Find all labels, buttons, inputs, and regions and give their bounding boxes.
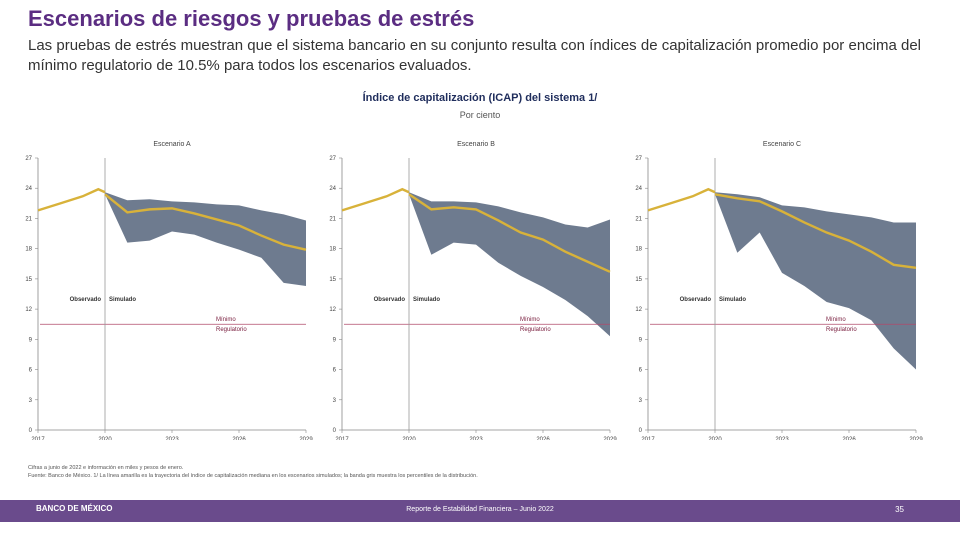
y-tick-label: 27 [635, 156, 642, 162]
panel-title: Escenario C [763, 141, 801, 148]
y-tick-label: 9 [333, 337, 337, 343]
median-line [104, 193, 307, 251]
y-tick-label: 24 [635, 186, 642, 192]
simulated-label: Simulado [109, 297, 136, 303]
simulation-band [105, 192, 306, 286]
y-tick-label: 15 [635, 277, 642, 283]
chart-panel-2: Escenario B 0 3 6 9 12 15 18 21 24 27 2017 2020 2023 2… [329, 141, 617, 440]
minimum-label-line1: Mínimo [216, 317, 236, 323]
page-number: 35 [895, 505, 904, 514]
y-tick-label: 21 [329, 216, 336, 222]
y-tick-label: 3 [333, 398, 337, 404]
chart-heading: Índice de capitalización (ICAP) del sist… [362, 92, 598, 104]
footer-text: Reporte de Estabilidad Financiera – Juni… [406, 506, 554, 513]
footer-logo: BANCO DE MÉXICO [36, 504, 113, 513]
x-tick-label: 2017 [335, 437, 349, 440]
y-tick-label: 9 [29, 337, 33, 343]
y-tick-label: 27 [329, 156, 336, 162]
y-tick-label: 6 [333, 368, 337, 374]
median-line [408, 193, 611, 273]
footer-bar: BANCO DE MÉXICO Reporte de Estabilidad F… [0, 500, 960, 522]
chart-panel-1: Escenario A 0 3 6 9 12 15 18 21 24 27 2017 2020 2023 2… [25, 141, 313, 440]
y-tick-label: 21 [25, 216, 32, 222]
observed-label: Observado [680, 297, 712, 303]
observed-label: Observado [70, 297, 102, 303]
minimum-label-line2: Regulatorio [216, 327, 247, 333]
simulated-label: Simulado [413, 297, 440, 303]
x-tick-label: 2029 [299, 437, 313, 440]
y-tick-label: 18 [329, 247, 336, 253]
minimum-label-line1: Mínimo [520, 317, 540, 323]
x-tick-label: 2026 [232, 437, 246, 440]
y-tick-label: 6 [29, 368, 33, 374]
y-tick-label: 21 [635, 216, 642, 222]
y-tick-label: 6 [639, 368, 643, 374]
x-tick-label: 2023 [775, 437, 789, 440]
chart-panel-3: Escenario C 0 3 6 9 12 15 18 21 24 27 2017 2020 2023 2… [635, 141, 923, 440]
y-tick-label: 27 [25, 156, 32, 162]
y-tick-label: 0 [333, 428, 337, 434]
x-tick-label: 2029 [909, 437, 923, 440]
observed-line [37, 187, 106, 212]
y-tick-label: 3 [639, 398, 643, 404]
x-tick-label: 2026 [536, 437, 550, 440]
y-tick-label: 0 [639, 428, 643, 434]
observed-line [647, 187, 716, 212]
observed-line [341, 187, 410, 212]
y-tick-label: 12 [635, 307, 642, 313]
y-tick-label: 0 [29, 428, 33, 434]
panel-title: Escenario B [457, 141, 495, 148]
note-1: Cifras a junio de 2022 e información en … [28, 465, 184, 471]
intro-text: Las pruebas de estrés muestran que el si… [28, 37, 922, 74]
page-title: Escenarios de riesgos y pruebas de estré… [28, 6, 475, 31]
x-tick-label: 2026 [842, 437, 856, 440]
simulation-band [409, 192, 610, 337]
y-tick-label: 12 [25, 307, 32, 313]
stress-test-charts: Escenario A 0 3 6 9 12 15 18 21 24 27 2017 2020 2023 2… [25, 141, 923, 440]
x-tick-label: 2029 [603, 437, 617, 440]
chart-unit: Por ciento [459, 110, 501, 120]
x-tick-label: 2020 [708, 437, 722, 440]
x-tick-label: 2020 [98, 437, 112, 440]
x-tick-label: 2023 [469, 437, 483, 440]
simulation-band [715, 192, 916, 370]
y-tick-label: 12 [329, 307, 336, 313]
y-tick-label: 18 [635, 247, 642, 253]
panel-title: Escenario A [153, 141, 191, 148]
simulated-label: Simulado [719, 297, 746, 303]
y-tick-label: 18 [25, 247, 32, 253]
x-tick-label: 2020 [402, 437, 416, 440]
y-tick-label: 9 [639, 337, 643, 343]
y-tick-label: 15 [329, 277, 336, 283]
y-tick-label: 24 [25, 186, 32, 192]
x-tick-label: 2017 [31, 437, 45, 440]
y-tick-label: 15 [25, 277, 32, 283]
y-tick-label: 3 [29, 398, 33, 404]
minimum-label-line1: Mínimo [826, 317, 846, 323]
y-tick-label: 24 [329, 186, 336, 192]
notes: Cifras a junio de 2022 e información en … [28, 464, 928, 480]
minimum-label-line2: Regulatorio [826, 327, 857, 333]
note-2: Fuente: Banco de México. 1/ La línea ama… [28, 473, 478, 479]
median-line [714, 193, 917, 269]
minimum-label-line2: Regulatorio [520, 327, 551, 333]
observed-label: Observado [374, 297, 406, 303]
x-tick-label: 2023 [165, 437, 179, 440]
x-tick-label: 2017 [641, 437, 655, 440]
